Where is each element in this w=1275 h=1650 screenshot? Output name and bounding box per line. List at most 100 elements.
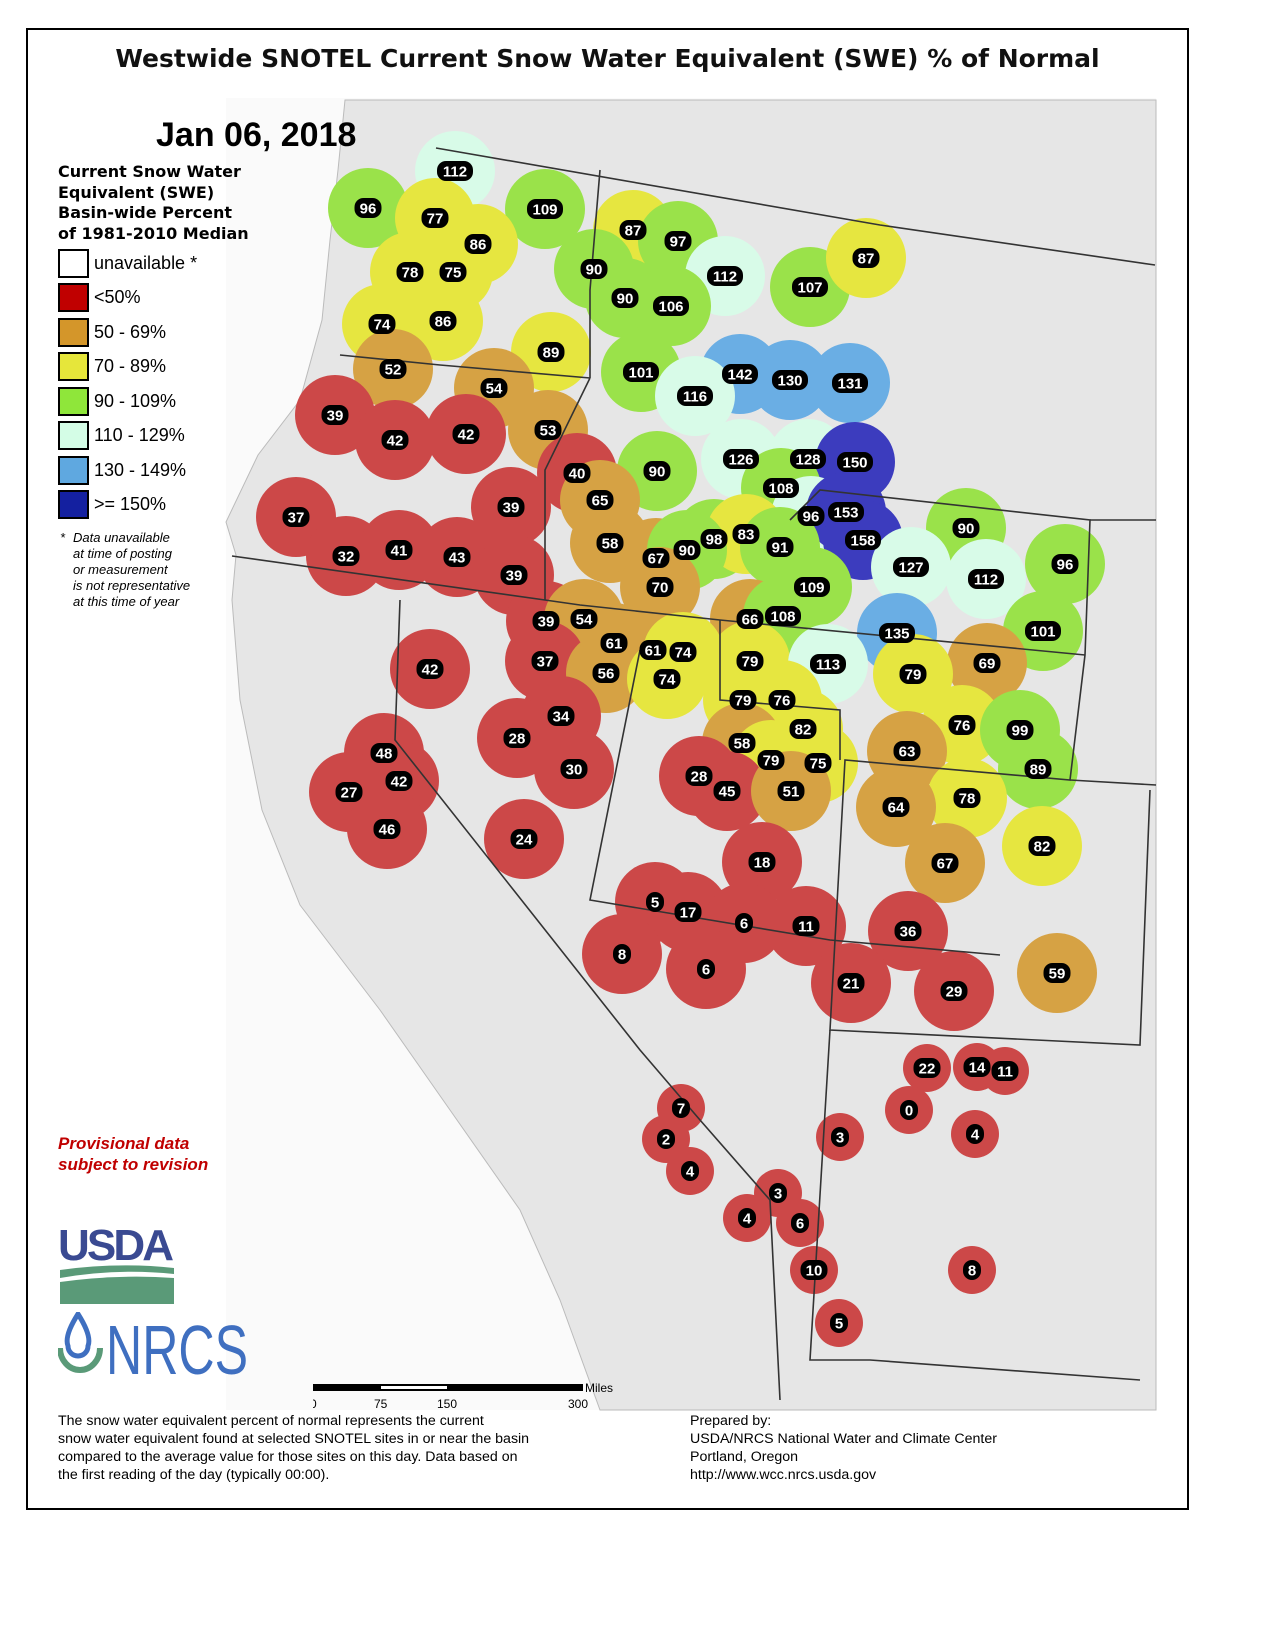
basin-label-badge [1051,554,1079,574]
basin-label: 54 [570,609,598,629]
basin-label: 28 [503,728,531,748]
basin-value: 0 [905,1103,913,1120]
basin-label-badge [385,771,413,791]
basin-label-badge [421,208,449,228]
basin-label: 36 [894,921,922,941]
basin-value: 127 [898,560,923,577]
basin-label: 153 [828,502,864,522]
basin-value: 96 [1057,557,1074,574]
map-date: Jan 06, 2018 [156,116,357,154]
legend-label: 50 - 69% [94,321,167,342]
basin-label-badge [586,490,614,510]
basin-label: 39 [500,565,528,585]
basin-value: 61 [645,643,662,660]
basin-label-badge [794,577,830,597]
basin-label-badge [729,690,757,710]
basin-value: 126 [728,452,753,469]
basin-label: 67 [642,548,670,568]
basin-value: 29 [946,984,963,1001]
basin-label: 24 [510,829,538,849]
legend-title: Current Snow Water Equivalent (SWE) Basi… [58,162,249,244]
basin-label-badge [832,373,868,393]
basin-label-badge [791,1213,809,1233]
basin-label: 11 [792,916,820,936]
basin-value: 86 [435,314,452,331]
basin-label-badge [672,1098,690,1118]
basin-value: 67 [648,551,665,568]
basin-label: 63 [893,741,921,761]
basin-label-badge [769,1183,787,1203]
basin-label: 37 [531,651,559,671]
basin-label: 8 [963,1260,981,1280]
basin-label-badge [792,277,828,297]
basin-value: 7 [677,1101,685,1118]
basin-label-badge [837,452,873,472]
basin-label-badge [700,529,728,549]
basin-label-badge [674,902,702,922]
basin-label: 41 [385,540,413,560]
basin-label: 53 [534,420,562,440]
basin-label-badge [968,569,1004,589]
note-line: at time of posting [73,546,172,561]
basin-value: 158 [850,533,875,550]
prepared-by: Prepared by: USDA/NRCS National Water an… [690,1412,997,1484]
basin-label-badge [837,973,865,993]
basin-label-badge [736,651,764,671]
basin-label: 107 [792,277,828,297]
basin-label-badge [282,507,310,527]
basin-label-badge [439,262,467,282]
basin-label: 70 [646,577,674,597]
basin-value: 37 [288,510,305,527]
basin-label: 86 [429,311,457,331]
basin-label: 112 [707,266,743,286]
basin-value: 78 [959,791,976,808]
basin-label: 127 [893,557,929,577]
basin-label: 130 [772,370,808,390]
basin-label-badge [899,664,927,684]
basin-label-badge [642,548,670,568]
description-line: The snow water equivalent percent of nor… [58,1413,484,1429]
basin-label-badge [952,518,980,538]
basin-label: 78 [396,262,424,282]
basin-label-badge [940,981,968,1001]
basin-label-badge [723,449,759,469]
legend-swatch [58,317,89,347]
basin-label: 6 [735,913,753,933]
legend-title-line: Current Snow Water [58,162,241,181]
basin-value: 6 [702,962,710,979]
basin-value: 4 [743,1211,752,1228]
basin-value: 96 [803,509,820,526]
basin-label: 5 [646,892,664,912]
basin-label-badge [335,782,363,802]
basin-value: 90 [649,464,666,481]
basin-label: 74 [653,669,681,689]
basin-label-badge [830,1313,848,1333]
basin-label-badge [532,611,560,631]
basin-value: 106 [658,299,683,316]
basin-value: 90 [617,291,634,308]
basin-value: 75 [810,756,827,773]
basin-value: 14 [969,1060,986,1077]
basin-value: 91 [772,540,789,557]
legend-swatch [58,455,89,485]
prepared-by-link[interactable]: http://www.wcc.nrcs.usda.gov [690,1467,877,1483]
basin-label: 89 [1024,759,1052,779]
basin-label: 40 [563,463,591,483]
legend-title-line: Equivalent (SWE) [58,182,215,202]
basin-value: 3 [836,1130,844,1147]
basin-value: 79 [763,753,780,770]
basin-label: 101 [1025,621,1061,641]
basin-label-badge [370,743,398,763]
basin-value: 101 [1030,624,1055,641]
basin-label-badge [600,633,628,653]
basin-label-badge [354,198,382,218]
basin-label-badge [653,296,689,316]
basin-label-badge [948,715,976,735]
basin-value: 3 [774,1186,782,1203]
basin-label: 37 [282,507,310,527]
basin-label-badge [497,497,525,517]
legend-label: 130 - 149% [94,459,187,480]
basin-value: 79 [735,693,752,710]
basin-label-badge [879,623,915,643]
